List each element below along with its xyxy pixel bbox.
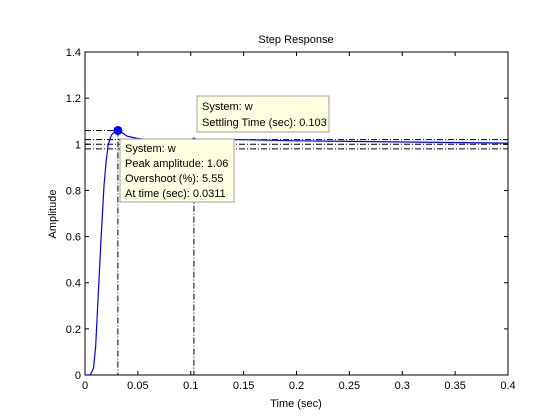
y-tick-label: 0.4 bbox=[66, 278, 81, 290]
x-tick-label: 0.05 bbox=[127, 380, 148, 392]
peak-datatip-line-1: System: w bbox=[125, 143, 176, 155]
settling-datatip[interactable]: System: w Settling Time (sec): 0.103 bbox=[196, 95, 330, 133]
x-axis-label: Time (sec) bbox=[270, 398, 322, 410]
y-tick-label: 1.2 bbox=[66, 93, 81, 105]
x-tick-label: 0.35 bbox=[444, 380, 465, 392]
ticks-layer: 0 0.05 0.1 0.15 0.2 0.25 0.3 0.35 0.4 0 0.2 0.4 0.6 0… bbox=[66, 47, 516, 392]
peak-datatip-line-4: At time (sec): 0.0311 bbox=[125, 188, 226, 200]
peak-datatip[interactable]: System: w Peak amplitude: 1.06 Overshoot… bbox=[119, 138, 235, 203]
y-tick-label: 0.8 bbox=[66, 185, 81, 197]
peak-datatip-line-3: Overshoot (%): 5.55 bbox=[125, 173, 223, 185]
y-tick-label: 0.6 bbox=[66, 232, 81, 244]
settling-datatip-box bbox=[196, 95, 330, 133]
peak-datatip-box bbox=[119, 138, 235, 203]
settling-datatip-line-1: System: w bbox=[202, 101, 253, 113]
y-tick-label: 0 bbox=[75, 370, 81, 382]
y-tick-label: 1 bbox=[75, 139, 81, 151]
peak-marker-dot[interactable] bbox=[113, 125, 123, 135]
y-axis-label: Amplitude bbox=[47, 190, 59, 239]
x-tick-label: 0 bbox=[82, 380, 88, 392]
x-tick-label: 0.1 bbox=[183, 380, 198, 392]
y-tick-label: 1.4 bbox=[66, 47, 81, 59]
x-tick-label: 0.2 bbox=[289, 380, 304, 392]
x-tick-label: 0.3 bbox=[395, 380, 410, 392]
x-tick-label: 0.4 bbox=[500, 380, 515, 392]
settling-datatip-line-2: Settling Time (sec): 0.103 bbox=[202, 117, 327, 129]
x-tick-label: 0.25 bbox=[339, 380, 360, 392]
y-tick-label: 0.2 bbox=[66, 324, 81, 336]
chart-title: Step Response bbox=[258, 34, 333, 46]
peak-datatip-line-2: Peak amplitude: 1.06 bbox=[125, 158, 228, 170]
x-tick-label: 0.15 bbox=[233, 380, 254, 392]
